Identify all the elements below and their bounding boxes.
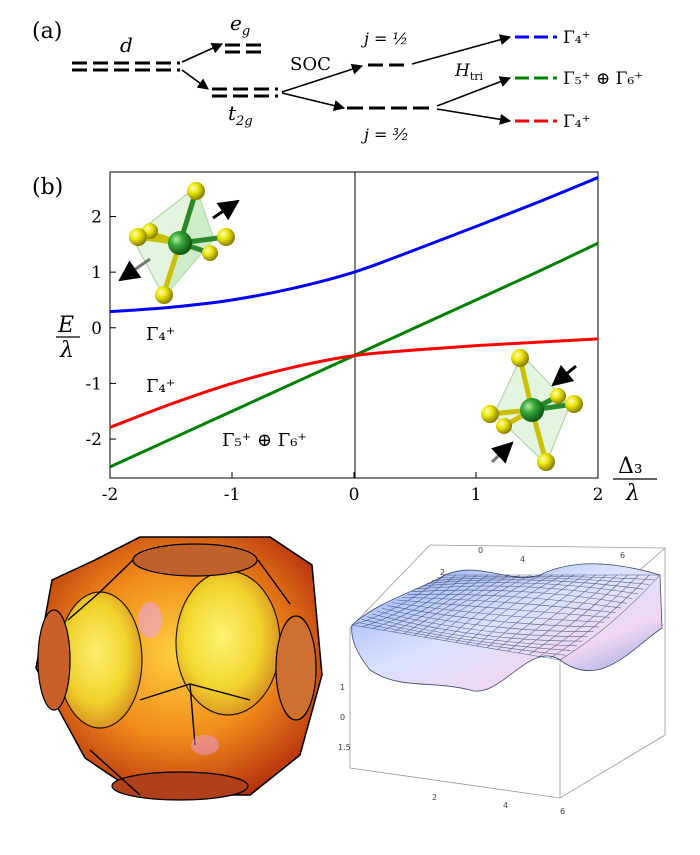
arrow-t2g-j3half [281, 92, 346, 112]
mesh-line [403, 574, 499, 634]
mesh-line [476, 574, 575, 647]
d-level [72, 61, 180, 72]
panel-a: (a) d eg t2g SOC j = ½ j = ³⁄₂ [32, 11, 643, 144]
curve-label-blue: Γ₄⁺ [146, 324, 175, 345]
arrow-inset-left-down [118, 257, 151, 282]
mesh-line [426, 579, 644, 590]
mesh-line [507, 574, 607, 652]
x-tick-label: -2 [102, 485, 119, 505]
mesh-line [549, 574, 650, 659]
svg-text:2: 2 [440, 568, 445, 577]
svg-text:E: E [57, 313, 74, 338]
arrow-d-t2g [181, 69, 209, 90]
j-half-label: j = ½ [361, 29, 408, 48]
arrow-t2g-jhalf [281, 63, 364, 93]
mesh-line [411, 589, 627, 604]
svg-text:1: 1 [340, 683, 345, 692]
y-tick-label: 0 [91, 319, 102, 339]
mesh-line [366, 616, 577, 647]
mesh-line [518, 574, 618, 654]
arrow-d-eg [181, 43, 224, 63]
y-tick-label: 1 [91, 263, 102, 283]
y-axis-label: E λ [56, 313, 80, 363]
svg-text:4: 4 [503, 801, 508, 810]
arrow-inset-right-up [490, 441, 514, 464]
svg-text:Δ₃: Δ₃ [618, 454, 643, 479]
mesh-line [401, 596, 616, 614]
mesh-line [424, 574, 521, 638]
mesh-line [381, 608, 594, 632]
mesh-line [487, 574, 585, 648]
surface-plot-3d: 2 4 6 1 0 1.5 2 4 6 0 [338, 544, 666, 816]
x-tick-label: 0 [349, 485, 360, 505]
j-three-half-label: j = ³⁄₂ [361, 125, 408, 144]
mesh-line [455, 574, 553, 643]
curves [109, 176, 599, 469]
svg-text:0: 0 [340, 713, 345, 722]
arrow-to-red [436, 108, 512, 125]
fermi-surface-3d [35, 536, 323, 801]
mesh-line [383, 574, 478, 631]
eg-label: eg [230, 11, 250, 39]
axis-ticks: -2 -1 0 1 2 2 1 0 -1 -2 [85, 208, 603, 505]
y-tick-label: -1 [85, 374, 102, 394]
series-line-red [109, 337, 599, 429]
octahedron-inset-right [481, 349, 583, 471]
mesh-line [466, 574, 564, 645]
svg-text:λ: λ [59, 338, 74, 363]
octahedron-inset-left [129, 182, 235, 304]
mesh-line [431, 577, 649, 585]
mesh-line [396, 599, 611, 618]
panel-b-label: (b) [32, 175, 63, 200]
mesh-line [539, 574, 639, 657]
x-axis-label: Δ₃ λ [613, 454, 657, 506]
mesh-line [391, 602, 605, 623]
mesh-line [528, 574, 628, 655]
t2g-label: t2g [228, 101, 253, 129]
mesh-line [351, 574, 446, 626]
mesh-line [361, 619, 572, 651]
x-tick-label: -1 [224, 485, 241, 505]
mesh-line [435, 574, 532, 640]
svg-text:6: 6 [620, 551, 625, 560]
mesh-line [497, 574, 596, 650]
panel-a-label: (a) [32, 19, 62, 44]
curve-label-red: Γ₄⁺ [146, 376, 175, 397]
panel-b: (b) -2 -1 0 1 2 2 1 0 -1 -2 E λ Δ₃ λ Γ₄⁺ Γ₄⁺ Γ₅⁺ … [32, 171, 657, 506]
y-tick-label: 2 [91, 208, 102, 228]
svg-text:4: 4 [520, 555, 525, 564]
svg-text:λ: λ [625, 481, 640, 506]
x-tick-label: 1 [471, 485, 482, 505]
svg-text:0: 0 [478, 546, 483, 555]
eg-level [225, 43, 262, 54]
level-blue-label: Γ₄⁺ [563, 28, 591, 48]
level-green-label: Γ₅⁺ ⊕ Γ₆⁺ [563, 69, 643, 89]
mesh-line [362, 574, 456, 628]
mesh-line [414, 574, 510, 636]
mesh-line [559, 574, 661, 661]
mesh-line [445, 574, 542, 641]
curve-label-green: Γ₅⁺ ⊕ Γ₆⁺ [222, 430, 307, 451]
soc-label: SOC [290, 54, 331, 75]
arrow-inset-right-down [551, 364, 577, 387]
mesh-line [356, 621, 566, 656]
arrow-to-blue [411, 34, 512, 65]
d-label: d [120, 33, 133, 57]
htri-label: Htri [454, 61, 484, 83]
svg-text:2: 2 [432, 793, 437, 802]
mesh-line [393, 574, 489, 633]
x-tick-label: 2 [593, 485, 604, 505]
y-tick-label: -2 [85, 430, 102, 450]
arrow-inset-left-up [212, 199, 240, 221]
series-line-blue [109, 176, 599, 314]
svg-text:6: 6 [560, 807, 565, 816]
mesh-line [416, 585, 633, 599]
mesh-line [372, 574, 467, 629]
arrow-to-green [436, 76, 512, 107]
t2g-level [212, 87, 278, 98]
level-red-label: Γ₄⁺ [563, 112, 591, 132]
svg-text:1.5: 1.5 [338, 743, 351, 752]
mesh-line [376, 610, 588, 637]
